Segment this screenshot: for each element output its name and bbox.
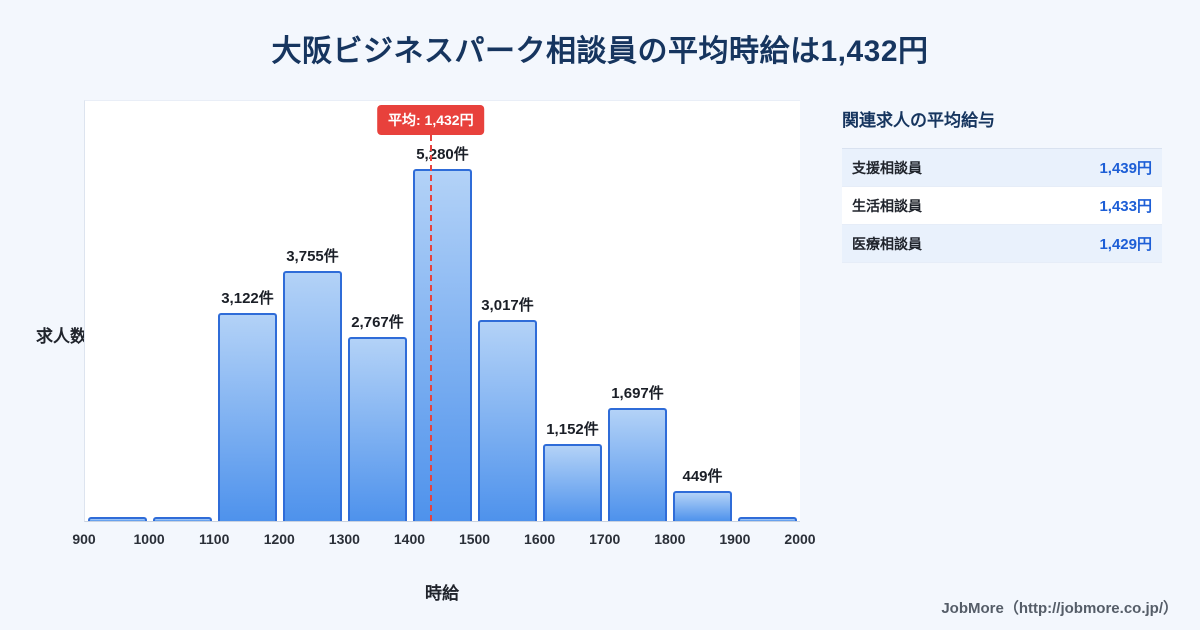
histogram-column: 3,755件 bbox=[280, 121, 345, 521]
salary-row: 医療相談員 1,429円 bbox=[842, 225, 1162, 263]
histogram-bar bbox=[737, 517, 798, 521]
bar-value-label: 5,280件 bbox=[416, 146, 469, 163]
footer-credit: JobMore（http://jobmore.co.jp/） bbox=[941, 600, 1178, 617]
histogram-bar bbox=[412, 169, 473, 521]
panel-title: 関連求人の平均給与 bbox=[842, 111, 995, 130]
y-axis-label: 求人数 bbox=[36, 326, 87, 346]
histogram-column: 2,767件 bbox=[345, 121, 410, 521]
x-axis-ticks: 900 1000 1100 1200 1300 1400 1500 1600 1700 1800 1… bbox=[72, 531, 815, 551]
x-tick-label: 1300 bbox=[328, 531, 360, 547]
job-salary: 1,429円 bbox=[1099, 236, 1152, 253]
x-axis-label: 時給 bbox=[425, 584, 459, 603]
bar-value-label: 1,152件 bbox=[546, 421, 599, 439]
plot-area: 3,122件 3,755件 2,767件 5,280件 3,017件 1,152件 1,69… bbox=[84, 100, 800, 522]
x-tick-label: 1400 bbox=[393, 531, 426, 547]
histogram-column: 3,122件 bbox=[215, 121, 280, 521]
histogram-bar bbox=[87, 517, 148, 521]
x-tick-label: 1000 bbox=[133, 531, 165, 547]
job-name: 支援相談員 bbox=[852, 159, 922, 176]
bar-value-label: 449件 bbox=[682, 468, 723, 486]
histogram-column: 1,697件 bbox=[605, 121, 670, 521]
x-tick-label: 1700 bbox=[589, 531, 621, 547]
histogram-bar bbox=[607, 407, 668, 521]
mean-line bbox=[429, 135, 432, 521]
histogram-bar bbox=[477, 319, 538, 521]
x-tick-label: 1200 bbox=[263, 531, 295, 547]
histogram-column: 3,017件 bbox=[475, 121, 540, 521]
job-salary: 1,439円 bbox=[1099, 160, 1152, 177]
job-name: 生活相談員 bbox=[852, 197, 922, 214]
salary-row: 支援相談員 1,439円 bbox=[842, 149, 1162, 187]
histogram-column bbox=[85, 121, 150, 521]
x-tick-label: 1500 bbox=[458, 531, 491, 547]
histogram-bar bbox=[217, 312, 278, 521]
bars-container: 3,122件 3,755件 2,767件 5,280件 3,017件 1,152件 1,69… bbox=[85, 121, 800, 521]
histogram-column: 5,280件 bbox=[410, 121, 475, 521]
salary-table: 支援相談員 1,439円 生活相談員 1,433円 医療相談員 1,429円 bbox=[842, 148, 1162, 263]
histogram-bar bbox=[347, 336, 408, 521]
x-tick-label: 1900 bbox=[719, 531, 751, 547]
histogram-column: 1,152件 bbox=[540, 121, 605, 521]
bar-value-label: 3,017件 bbox=[481, 296, 534, 314]
histogram-bar bbox=[152, 517, 213, 521]
mean-badge: 平均: 1,432円 bbox=[377, 105, 485, 135]
histogram-column bbox=[150, 121, 215, 521]
main-content: 求人数 3,122件 3,755件 2,767件 5,280件 3,017件 1,152件… bbox=[0, 100, 1200, 604]
bar-value-label: 1,697件 bbox=[611, 384, 664, 402]
histogram-bar bbox=[282, 270, 343, 521]
salary-row: 生活相談員 1,433円 bbox=[842, 187, 1162, 225]
bar-value-label: 2,767件 bbox=[351, 313, 404, 331]
histogram-column bbox=[735, 121, 800, 521]
job-salary: 1,433円 bbox=[1099, 198, 1152, 215]
page-title: 大阪ビジネスパーク相談員の平均時給は1,432円 bbox=[271, 35, 929, 68]
x-tick-label: 1800 bbox=[654, 531, 686, 547]
histogram-bar bbox=[542, 444, 603, 521]
x-tick-label: 900 bbox=[72, 531, 96, 547]
histogram-column: 449件 bbox=[670, 121, 735, 521]
bar-value-label: 3,755件 bbox=[286, 247, 339, 265]
related-salaries-panel: 関連求人の平均給与 支援相談員 1,439円 生活相談員 1,433円 医療相談… bbox=[842, 100, 1162, 604]
job-name: 医療相談員 bbox=[852, 235, 922, 252]
bar-value-label: 3,122件 bbox=[221, 289, 274, 307]
histogram-bar bbox=[672, 491, 733, 521]
histogram-chart: 求人数 3,122件 3,755件 2,767件 5,280件 3,017件 1,152件… bbox=[36, 100, 816, 604]
x-tick-label: 1100 bbox=[198, 531, 230, 547]
x-tick-label: 2000 bbox=[784, 531, 816, 547]
x-tick-label: 1600 bbox=[524, 531, 556, 547]
